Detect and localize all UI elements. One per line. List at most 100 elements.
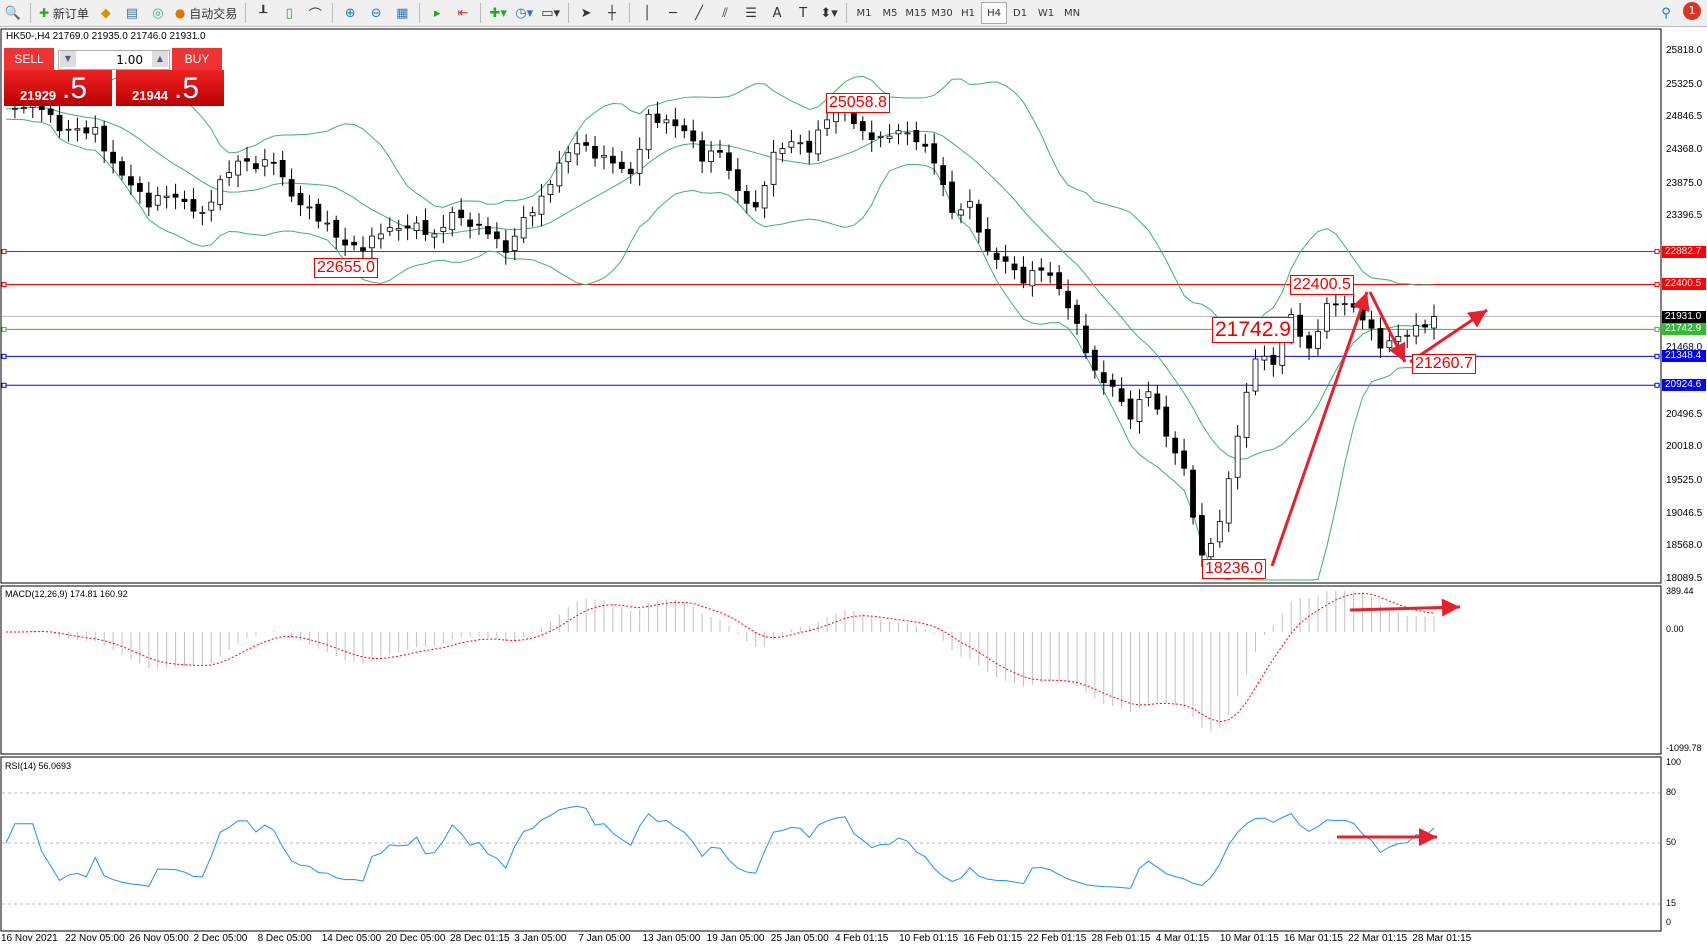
fibonacci-icon[interactable]: ☰	[745, 5, 757, 21]
timeframe-m30[interactable]: M30	[931, 7, 953, 19]
candle-body	[574, 143, 581, 155]
candle-body	[538, 195, 545, 215]
timeframe-m15[interactable]: M15	[905, 7, 927, 19]
candle-body	[708, 150, 714, 162]
date-tick: 4 Mar 01:15	[1155, 933, 1210, 944]
candle-body	[859, 121, 866, 132]
candle-body	[1047, 272, 1054, 276]
trendline-icon[interactable]: ╱	[695, 5, 703, 21]
date-tick: 28 Feb 01:15	[1091, 933, 1151, 944]
timeframe-mn[interactable]: MN	[1063, 7, 1081, 19]
candle-body	[868, 132, 875, 141]
crosshair-icon[interactable]: ┼	[608, 5, 616, 21]
new-order-label: 新订单	[52, 6, 89, 21]
level-handle	[1, 326, 7, 332]
timeframe-h4[interactable]: H4	[981, 2, 1008, 24]
annotation-resistance[interactable]: 22400.5	[1290, 275, 1354, 295]
timeframe-m5[interactable]: M5	[882, 7, 898, 19]
timeframe-h1[interactable]: H1	[961, 7, 975, 19]
annotation-pivot[interactable]: 21742.9	[1212, 317, 1294, 343]
price-tick: 24368.0	[1666, 144, 1703, 156]
zoom-in-icon[interactable]: ⊕	[344, 5, 356, 21]
bollinger-lower-band	[5, 118, 1435, 581]
candle-body	[690, 130, 697, 142]
lot-increase-button[interactable]: ▲	[152, 51, 168, 67]
level-handle	[1, 353, 7, 359]
candle-body	[467, 219, 474, 227]
date-tick: 22 Mar 01:15	[1348, 933, 1408, 944]
annotation-support[interactable]: 22655.0	[314, 258, 378, 278]
candle-body	[190, 199, 197, 212]
candle-body	[788, 141, 795, 148]
candle-body	[493, 231, 500, 240]
level-handle	[1654, 382, 1660, 388]
candle-body	[1404, 334, 1411, 337]
sell-button[interactable]: SELL	[4, 48, 54, 70]
lot-size-input[interactable]: 1.00	[58, 50, 170, 70]
text-label-icon[interactable]: T	[799, 5, 808, 21]
indicators-icon[interactable]: ✚▾	[489, 5, 507, 21]
new-order-button[interactable]: ✚ 新订单	[37, 2, 91, 25]
candle-body	[342, 239, 349, 246]
auto-trading-button[interactable]: ● 自动交易	[173, 2, 239, 25]
navigator-icon[interactable]: ▤	[125, 5, 139, 21]
candle-body	[83, 127, 90, 134]
search-icon[interactable]: ⚲	[1661, 5, 1671, 21]
notification-badge[interactable]: 1	[1683, 2, 1701, 20]
date-tick: 16 Feb 01:15	[963, 933, 1023, 944]
candle-body	[520, 217, 527, 239]
candle-body	[1386, 340, 1393, 349]
date-tick: 22 Nov 05:00	[65, 933, 125, 944]
date-tick: 14 Dec 05:00	[321, 933, 382, 944]
arrows-icon[interactable]: ⬍▾	[820, 5, 838, 21]
timeframe-w1[interactable]: W1	[1037, 7, 1055, 19]
history-icon[interactable]: ◆	[100, 5, 111, 21]
candle-body	[895, 130, 902, 135]
cursor-icon[interactable]: ➤	[580, 5, 592, 21]
candle-body	[1315, 331, 1321, 349]
annotation-pullback[interactable]: 21260.7	[1412, 354, 1476, 374]
candlestick-icon[interactable]: ▯	[285, 5, 293, 21]
auto-scroll-icon[interactable]: ▸	[433, 5, 441, 21]
templates-icon[interactable]: ▭▾	[541, 5, 561, 21]
tile-windows-icon[interactable]: ▦	[396, 5, 409, 21]
timeframe-d1[interactable]: D1	[1013, 7, 1028, 19]
equidistant-channel-icon[interactable]: ⫽	[722, 5, 728, 21]
bar-chart-icon[interactable]: ┸	[259, 5, 268, 21]
date-tick: 3 Jan 05:00	[514, 933, 567, 944]
candle-body	[449, 212, 456, 231]
text-icon[interactable]: A	[772, 5, 782, 21]
price-tick: 20496.5	[1666, 408, 1703, 420]
chart-shift-icon[interactable]: ⇤	[457, 5, 469, 21]
candle-body	[65, 128, 72, 131]
horizontal-line-icon[interactable]: ─	[669, 5, 677, 21]
date-tick: 7 Jan 05:00	[578, 933, 631, 944]
candle-body	[967, 201, 973, 208]
candle-body	[440, 226, 447, 232]
signals-icon[interactable]: ◎	[152, 5, 164, 21]
candle-body	[556, 162, 563, 187]
date-tick: 8 Dec 05:00	[257, 933, 312, 944]
candle-body	[824, 119, 830, 129]
candle-body	[1377, 328, 1384, 349]
line-chart-icon[interactable]: ⌒	[308, 7, 322, 23]
buy-price[interactable]: 21944 .5	[116, 70, 224, 106]
zoom-out-icon[interactable]: ⊖	[370, 5, 382, 21]
candle-body	[476, 223, 482, 226]
zoom-icon[interactable]: 🔍	[4, 5, 22, 21]
timeframe-m1[interactable]: M1	[856, 7, 872, 19]
periods-icon[interactable]: ◷▾	[515, 5, 534, 21]
candle-body	[1100, 372, 1107, 384]
annotation-low[interactable]: 18236.0	[1202, 559, 1266, 579]
candle-body	[279, 160, 286, 178]
buy-button[interactable]: BUY	[172, 48, 222, 70]
annotation-high[interactable]: 25058.8	[826, 93, 890, 113]
sell-price[interactable]: 21929 .5	[4, 70, 112, 106]
rsi-panel-frame	[0, 756, 1662, 932]
vertical-line-icon[interactable]: │	[643, 5, 651, 21]
lot-decrease-button[interactable]: ▼	[60, 51, 76, 67]
rsi-level-label: 50	[1666, 837, 1677, 847]
level-price-tag: 22400.5	[1662, 278, 1706, 291]
candle-body	[1279, 338, 1286, 366]
